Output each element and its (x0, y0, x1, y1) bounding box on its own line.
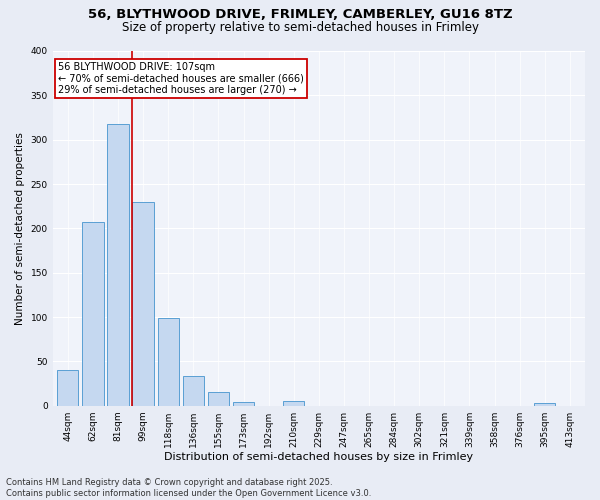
Text: 56 BLYTHWOOD DRIVE: 107sqm
← 70% of semi-detached houses are smaller (666)
29% o: 56 BLYTHWOOD DRIVE: 107sqm ← 70% of semi… (58, 62, 304, 95)
Text: Contains HM Land Registry data © Crown copyright and database right 2025.
Contai: Contains HM Land Registry data © Crown c… (6, 478, 371, 498)
Bar (233, 402, 254, 406)
X-axis label: Distribution of semi-detached houses by size in Frimley: Distribution of semi-detached houses by … (164, 452, 473, 462)
Bar (133, 202, 154, 406)
Bar (158, 318, 179, 406)
Bar (208, 392, 229, 406)
Text: 56, BLYTHWOOD DRIVE, FRIMLEY, CAMBERLEY, GU16 8TZ: 56, BLYTHWOOD DRIVE, FRIMLEY, CAMBERLEY,… (88, 8, 512, 20)
Bar (107, 124, 128, 406)
Y-axis label: Number of semi-detached properties: Number of semi-detached properties (15, 132, 25, 325)
Text: Size of property relative to semi-detached houses in Frimley: Size of property relative to semi-detach… (121, 21, 479, 34)
Bar (182, 376, 204, 406)
Bar (534, 403, 556, 406)
Bar (57, 370, 79, 406)
Bar (82, 222, 104, 406)
Bar (283, 402, 304, 406)
